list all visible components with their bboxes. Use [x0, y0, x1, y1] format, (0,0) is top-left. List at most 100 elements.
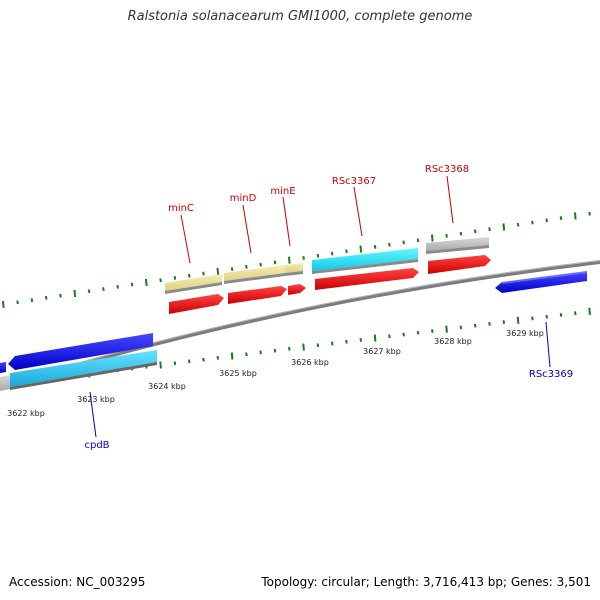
minor-tick	[288, 346, 291, 351]
scale-labels: 3622 kbp 3623 kbp 3624 kbp 3625 kbp 3626…	[7, 329, 544, 418]
minor-tick	[473, 323, 477, 328]
major-tick	[502, 223, 506, 231]
minor-tick	[559, 313, 563, 317]
minor-tick	[330, 251, 334, 256]
scale-tick-label: 3625 kbp	[219, 369, 257, 378]
minor-tick	[245, 352, 248, 357]
gene-label-RSc3369[interactable]: RSc3369	[529, 369, 573, 380]
minor-tick	[302, 256, 305, 260]
gene-label-cpdB[interactable]: cpdB	[84, 440, 109, 451]
minor-tick	[316, 253, 320, 258]
major-tick	[373, 334, 377, 342]
major-tick	[73, 289, 77, 298]
gene-RSc3367[interactable]	[312, 248, 419, 290]
gene-label-RSc3368[interactable]: RSc3368	[425, 164, 469, 175]
gene-left-edge[interactable]	[0, 362, 10, 391]
minor-tick	[388, 334, 391, 339]
minor-tick	[130, 282, 134, 287]
minor-tick	[259, 262, 262, 267]
minor-tick	[245, 264, 248, 269]
label-leaders	[89, 175, 551, 438]
scale-tick-label: 3622 kbp	[7, 409, 45, 418]
map-title: Ralstonia solanacearum GMI1000, complete…	[127, 9, 473, 24]
major-tick	[230, 352, 234, 360]
minor-tick	[574, 311, 577, 316]
minor-tick	[159, 278, 162, 283]
minor-tick	[345, 249, 348, 254]
minor-tick	[516, 222, 520, 227]
plus-strand-features	[165, 237, 491, 314]
minus-strand-features	[0, 271, 587, 391]
minor-tick	[330, 341, 334, 346]
minor-tick	[316, 343, 320, 348]
minor-tick	[502, 320, 506, 324]
minor-tick	[87, 289, 91, 294]
minor-tick	[531, 316, 534, 321]
gene-cpdB[interactable]	[8, 333, 157, 390]
minor-tick	[116, 284, 119, 289]
minor-tick	[202, 271, 205, 276]
minor-tick	[187, 273, 191, 278]
minor-tick	[173, 361, 177, 366]
minor-tick	[59, 293, 62, 298]
minor-tick	[488, 227, 491, 232]
minor-tick	[488, 321, 491, 326]
major-tick	[302, 343, 305, 351]
minor-tick	[230, 267, 234, 271]
gene-label-minD[interactable]: minD	[230, 193, 257, 204]
major-tick	[2, 300, 5, 309]
major-tick	[288, 256, 291, 264]
minor-tick	[44, 295, 48, 300]
minor-tick	[388, 242, 391, 247]
gene-RSc3369[interactable]	[495, 271, 587, 293]
scale-tick-label: 3624 kbp	[148, 382, 186, 391]
gene-minC[interactable]	[165, 274, 224, 314]
minor-tick	[359, 338, 363, 342]
minor-tick	[459, 231, 463, 236]
major-tick	[516, 316, 520, 324]
gene-minD[interactable]	[224, 265, 287, 304]
minor-tick	[30, 298, 34, 303]
minor-tick	[216, 355, 220, 360]
gene-minE[interactable]	[285, 263, 306, 295]
minor-tick	[588, 211, 591, 216]
major-tick	[216, 267, 220, 275]
major-tick	[588, 307, 591, 315]
minor-tick	[273, 260, 277, 265]
minor-tick	[416, 330, 420, 335]
gene-label-minE[interactable]: minE	[270, 186, 295, 197]
minor-tick	[187, 359, 191, 364]
major-tick	[431, 234, 434, 242]
gene-label-minC[interactable]: minC	[168, 203, 194, 214]
minor-tick	[345, 339, 348, 344]
minor-tick	[431, 329, 434, 333]
gene-labels: minC minD minE RSc3367 RSc3368 RSc3369 c…	[84, 164, 573, 451]
minor-tick	[473, 229, 477, 234]
minor-tick	[202, 357, 205, 362]
upper-tick-track	[2, 211, 591, 309]
minor-tick	[459, 325, 463, 330]
major-tick	[145, 278, 148, 286]
scale-tick-label: 3627 kbp	[363, 347, 401, 356]
gene-RSc3368[interactable]	[426, 237, 491, 274]
minor-tick	[545, 314, 548, 319]
minor-tick	[531, 220, 534, 225]
genome-summary-text: Topology: circular; Length: 3,716,413 bp…	[261, 575, 591, 589]
minor-tick	[16, 300, 19, 305]
gene-label-RSc3367[interactable]: RSc3367	[332, 176, 376, 187]
minor-tick	[559, 216, 563, 220]
scale-tick-label: 3626 kbp	[291, 358, 329, 367]
minor-tick	[445, 233, 448, 238]
scale-tick-label: 3623 kbp	[77, 395, 115, 404]
major-tick	[445, 325, 448, 333]
scale-tick-label: 3629 kbp	[506, 329, 544, 338]
minor-tick	[416, 238, 420, 243]
major-tick	[159, 361, 162, 369]
scale-tick-label: 3628 kbp	[434, 337, 472, 346]
minor-tick	[402, 240, 405, 245]
minor-tick	[273, 348, 277, 353]
accession-text: Accession: NC_003295	[9, 575, 146, 589]
minor-tick	[173, 276, 177, 280]
major-tick	[359, 245, 363, 253]
